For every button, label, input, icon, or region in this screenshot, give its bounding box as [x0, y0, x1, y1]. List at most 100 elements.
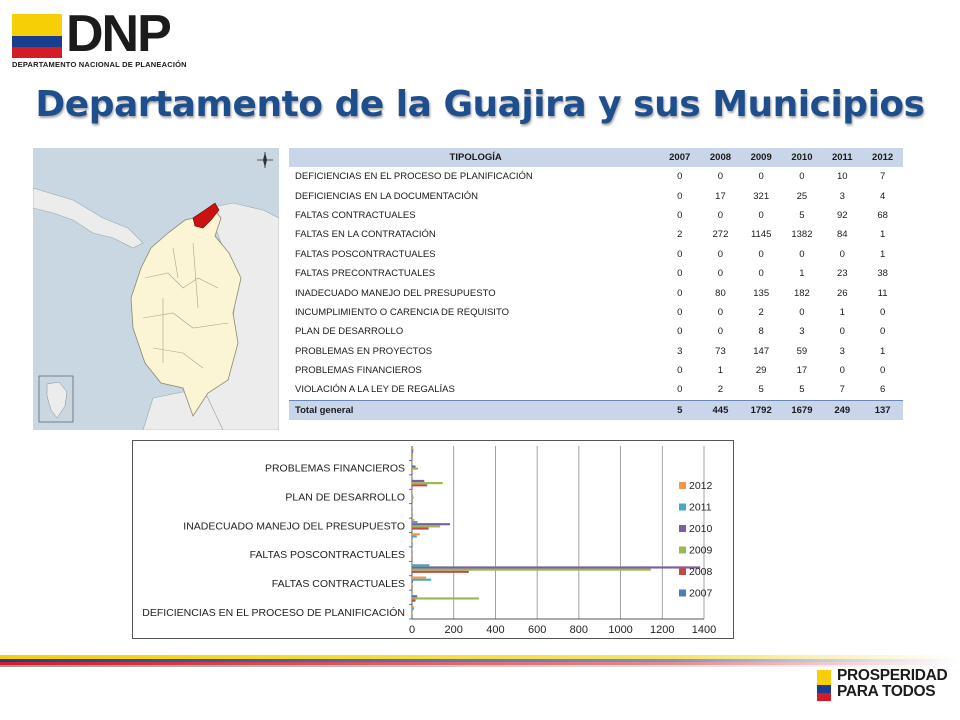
row-label: DEFICIENCIAS EN LA DOCUMENTACIÓN	[295, 190, 478, 202]
cell-value: 17	[715, 190, 726, 202]
bar-2008	[412, 455, 413, 458]
bar-2008	[412, 599, 416, 602]
table-row: PROBLEMAS EN PROYECTOS 3 73 147 59 3 1	[289, 342, 903, 361]
cell-value: 29	[755, 365, 767, 377]
cell-value: 0	[677, 306, 683, 318]
table-row: PLAN DE DESARROLLO 0 0 8 3 0 0	[289, 322, 903, 341]
bar-2009	[412, 467, 419, 470]
bar-2008	[412, 527, 429, 530]
colombia-flag-icon	[12, 14, 62, 58]
bar-2012	[412, 461, 413, 464]
bar-2007	[412, 544, 413, 547]
bar-2009	[412, 539, 413, 542]
cell-value: 0	[677, 248, 683, 260]
bar-2011	[412, 463, 413, 466]
bar-2009	[412, 582, 413, 586]
bar-2008	[412, 585, 413, 588]
category-label: INADECUADO MANEJO DEL PRESUPUESTO	[183, 520, 405, 532]
bar-2008	[412, 541, 413, 545]
bar-2010	[412, 523, 450, 526]
cell-value: 7	[879, 171, 886, 183]
row-label: VIOLACIÓN A LA LEY DE REGALÍAS	[295, 384, 455, 396]
bar-2011	[412, 520, 418, 524]
cell-value: 147	[753, 345, 770, 357]
cell-value: 59	[796, 345, 808, 357]
cell-value: 0	[839, 248, 845, 260]
x-tick-label: 1200	[650, 624, 674, 636]
bar-2007	[412, 572, 413, 576]
bar-2012	[412, 504, 413, 507]
legend-label: 2007	[689, 588, 713, 600]
cell-value: 2	[758, 306, 764, 318]
cell-value: 2	[717, 384, 724, 396]
table-row: DEFICIENCIAS EN LA DOCUMENTACIÓN 0 17 321 25…	[289, 186, 903, 205]
cell-value: 3	[839, 190, 845, 202]
cell-value: 0	[717, 306, 724, 318]
table-row: DEFICIENCIAS EN EL PROCESO DE PLANIFICAC…	[289, 167, 903, 186]
bar-2011	[412, 578, 432, 581]
cell-value: 0	[717, 171, 724, 183]
bar-2009	[412, 496, 414, 499]
bar-2012	[412, 605, 414, 608]
bar-2010	[412, 609, 413, 612]
cell-value: 92	[836, 209, 848, 221]
dnp-logo-subtitle: DEPARTAMENTO NACIONAL DE PLANEACIÓN	[12, 60, 187, 69]
category-label: PROBLEMAS FINANCIEROS	[265, 463, 405, 475]
cell-value: 0	[799, 306, 805, 318]
cell-value: 1	[879, 248, 886, 260]
cell-value: 1	[717, 365, 724, 377]
bar-2009	[412, 453, 414, 456]
bar-2010	[412, 508, 413, 511]
bar-2007	[412, 558, 413, 561]
legend-swatch	[679, 589, 686, 597]
cell-value: 0	[677, 171, 683, 183]
cell-value: 0	[677, 209, 683, 221]
bar-2011	[412, 477, 413, 480]
table-row: FALTAS CONTRACTUALES 0 0 0 5 92 68	[289, 206, 903, 225]
bar-2010	[412, 595, 418, 598]
category-label: FALTAS CONTRACTUALES	[272, 578, 405, 590]
bar-2011	[412, 535, 417, 538]
cell-value: 3	[839, 345, 845, 357]
x-tick-label: 400	[486, 624, 504, 636]
cell-value: 1382	[791, 229, 813, 241]
bar-2007	[412, 529, 413, 532]
cell-value: 5	[799, 384, 805, 396]
cell-value: 38	[877, 268, 888, 280]
cell-value: 0	[758, 248, 764, 260]
legend-swatch	[679, 546, 686, 554]
row-label: INCUMPLIMIENTO O CARENCIA DE REQUISITO	[295, 306, 509, 318]
cell-value: 17	[796, 365, 808, 377]
dnp-logo-word: DNP	[66, 5, 172, 63]
cell-value: 0	[839, 365, 845, 377]
bar-2010	[412, 551, 413, 555]
bar-2009	[412, 611, 413, 614]
bar-2009	[412, 525, 441, 528]
cell-value: 0	[677, 365, 683, 377]
legend-label: 2010	[689, 523, 713, 535]
category-label: DEFICIENCIAS EN EL PROCESO DE PLANIFICAC…	[142, 606, 405, 619]
total-value: 445	[700, 399, 741, 421]
cell-value: 0	[677, 287, 683, 299]
bar-2007	[412, 515, 413, 518]
table-header: 2007	[659, 148, 701, 167]
bar-2008	[412, 484, 428, 487]
bar-2012	[412, 562, 413, 565]
x-tick-label: 0	[409, 624, 415, 636]
prosperidad-logo: PROSPERIDAD PARA TODOS	[815, 668, 948, 702]
bar-2012	[412, 547, 413, 550]
cell-value: 0	[758, 209, 764, 221]
bar-2009	[412, 482, 443, 485]
bar-2008	[412, 556, 413, 559]
bar-2007	[412, 486, 413, 489]
bar-2007	[412, 601, 413, 604]
bar-2008	[412, 498, 413, 501]
bar-2012	[412, 489, 413, 493]
slide-title: Departamento de la Guajira y sus Municip…	[35, 84, 925, 125]
category-label: PLAN DE DESARROLLO	[285, 491, 405, 503]
table-header-row: TIPOLOGÍA 2007 2008 2009 2010 2011 2012	[289, 148, 903, 167]
legend-swatch	[679, 568, 686, 575]
cell-value: 6	[879, 384, 886, 396]
cell-value: 1	[879, 345, 886, 357]
decorative-stripe-gray	[0, 665, 960, 667]
